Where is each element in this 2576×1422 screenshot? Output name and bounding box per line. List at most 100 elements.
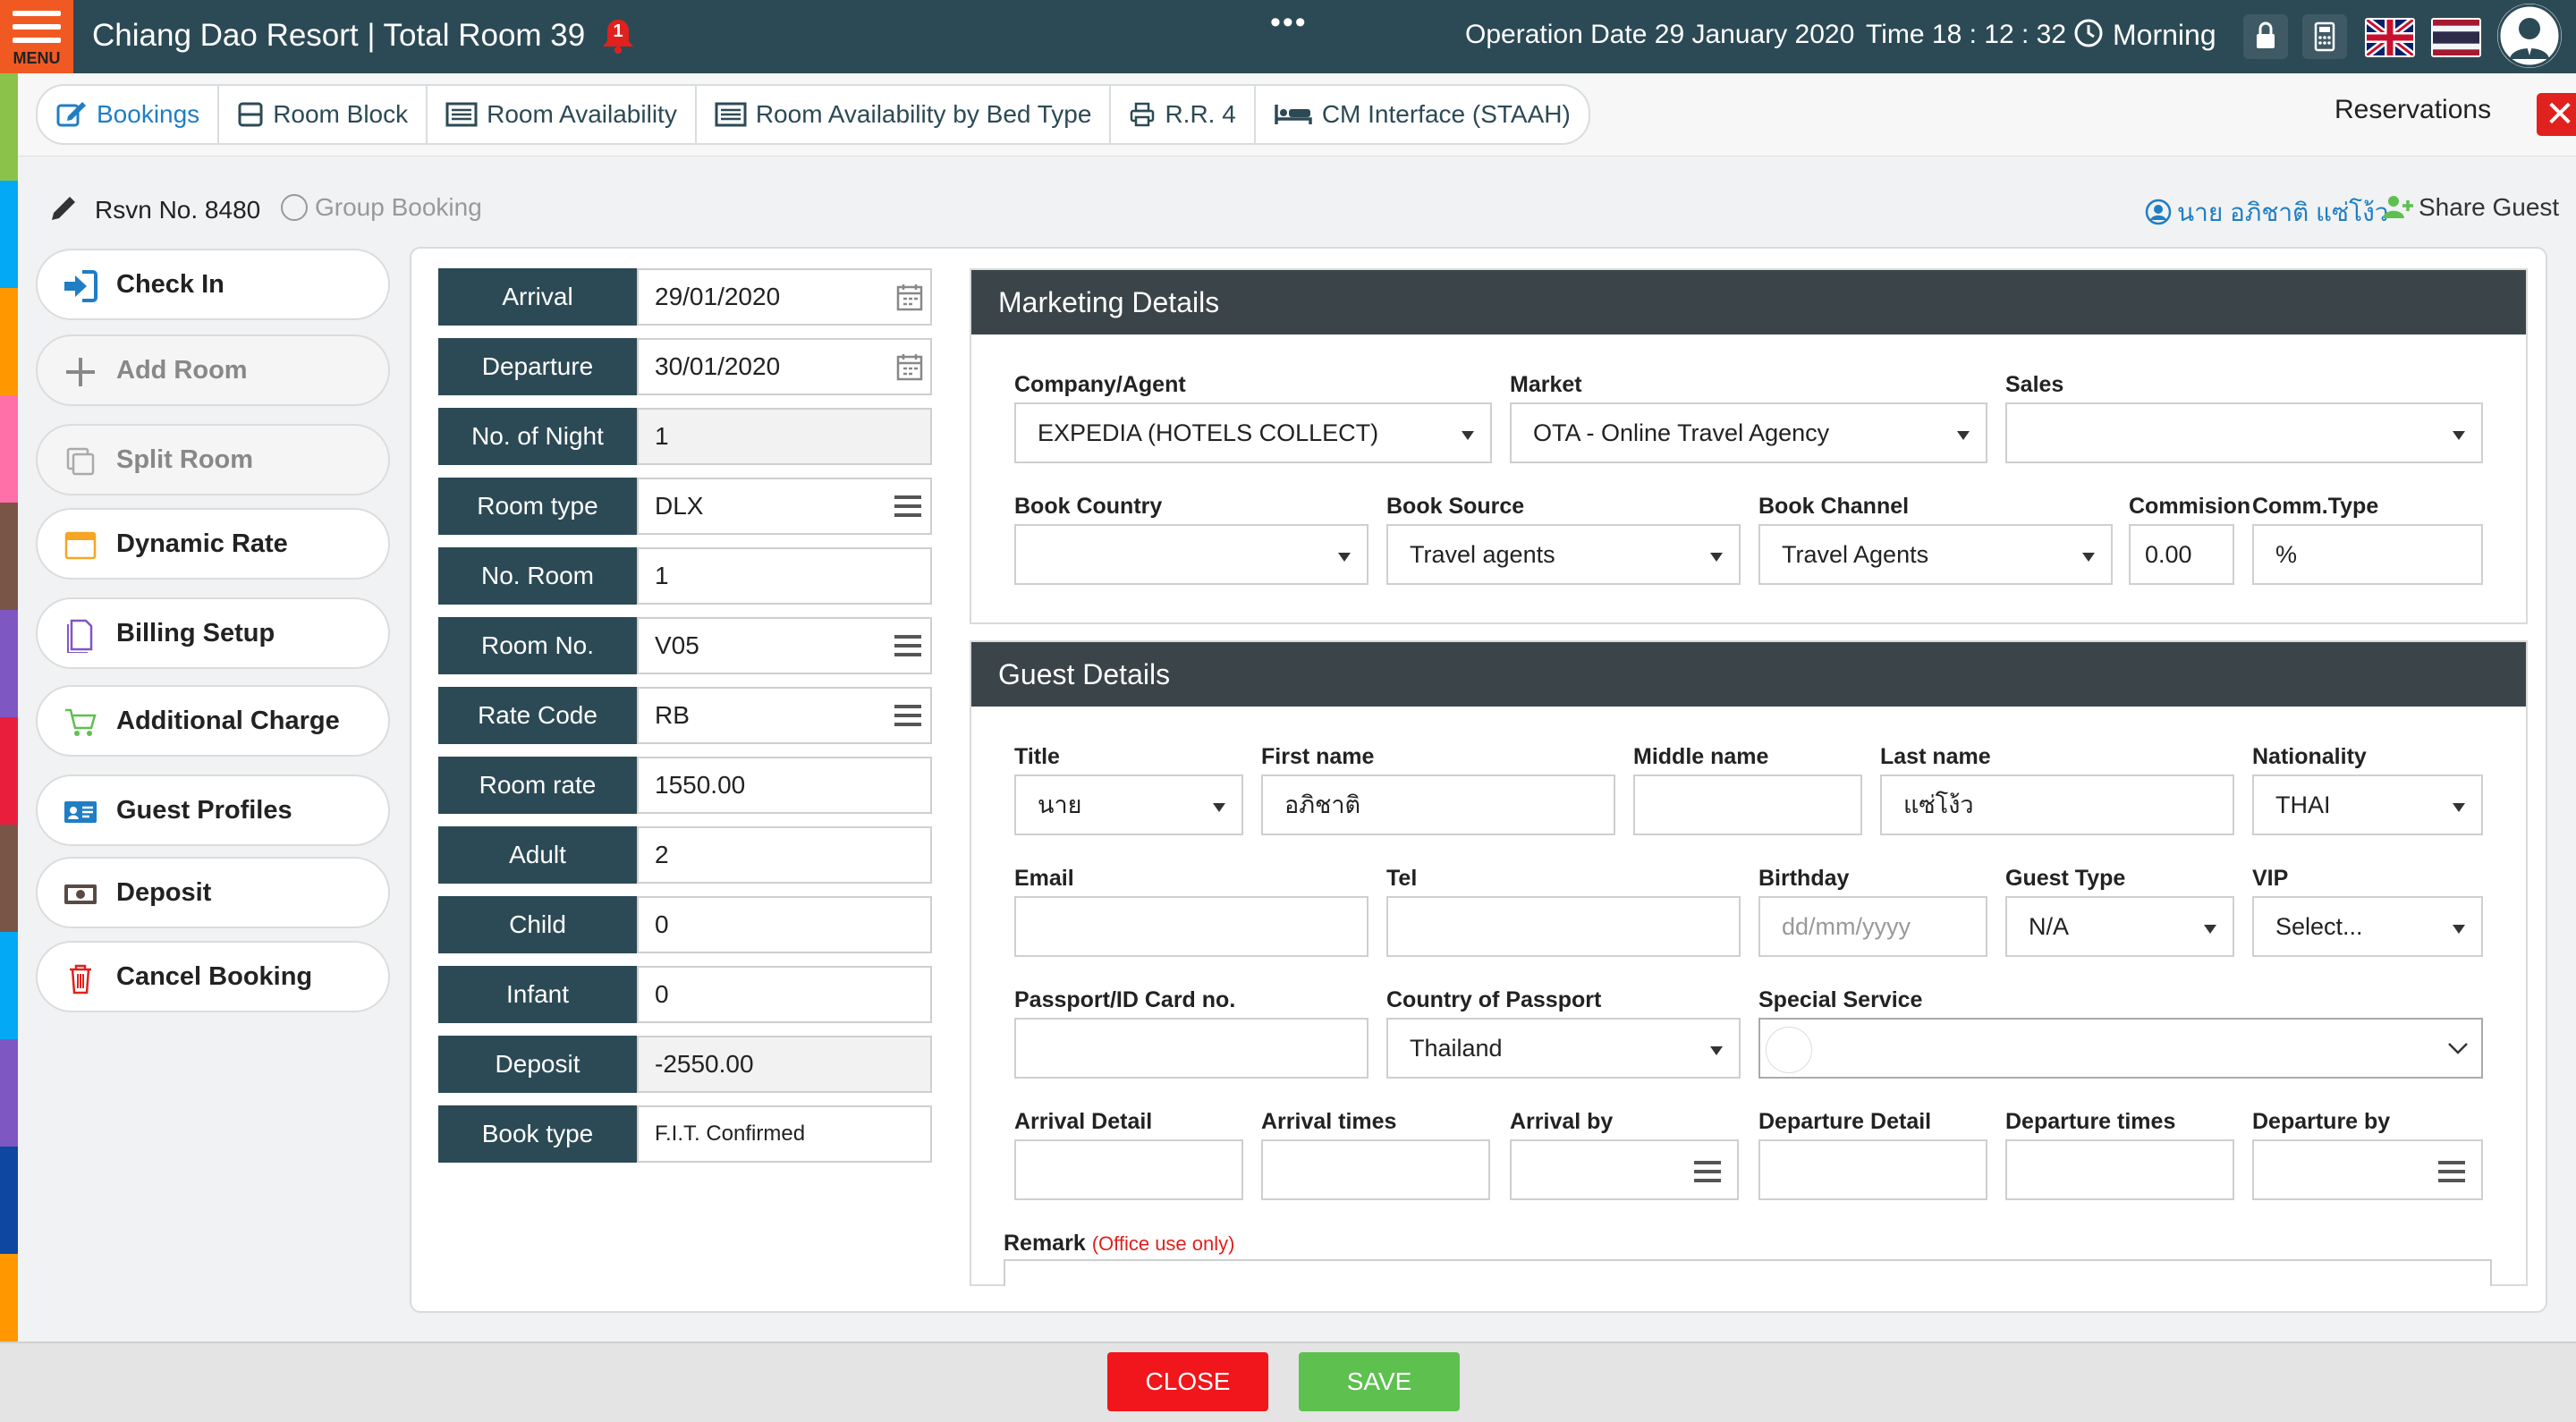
user-avatar[interactable] — [2497, 4, 2562, 68]
departure-detail-input[interactable] — [1758, 1139, 1987, 1200]
arrival-by-input[interactable] — [1510, 1139, 1739, 1200]
room-type-input[interactable]: DLX — [637, 478, 932, 535]
comm-type-input[interactable]: % — [2252, 524, 2483, 585]
calendar-icon[interactable] — [896, 283, 923, 311]
list-menu-icon[interactable] — [2436, 1159, 2467, 1184]
add-room-button[interactable]: Add Room — [36, 334, 390, 406]
tab-room-availability[interactable]: Room Availability — [428, 86, 697, 143]
menu-button[interactable]: MENU — [0, 0, 73, 73]
book-type-input[interactable]: F.I.T. Confirmed — [637, 1105, 932, 1163]
guest-type-select[interactable]: N/A — [2005, 896, 2234, 957]
list-menu-icon[interactable] — [893, 492, 923, 521]
vip-select[interactable]: Select... — [2252, 896, 2483, 957]
tab-cm-interface[interactable]: CM Interface (STAAH) — [1256, 86, 1589, 143]
list-menu-icon[interactable] — [1692, 1159, 1723, 1184]
printer-icon — [1131, 102, 1155, 127]
clock-time: Time 18 : 12 : 32 — [1866, 20, 2067, 49]
share-guest-label: Share Guest — [2419, 193, 2560, 221]
calculator-button[interactable] — [2302, 14, 2347, 59]
tab-rr4[interactable]: R.R. 4 — [1111, 86, 1256, 143]
tab-room-availability-bed-type[interactable]: Room Availability by Bed Type — [697, 86, 1112, 143]
toggle-knob[interactable] — [1766, 1027, 1812, 1073]
infant-input[interactable]: 0 — [637, 966, 932, 1023]
first-name-input[interactable]: อภิชาติ — [1261, 774, 1615, 835]
remark-label-text: Remark — [1004, 1231, 1086, 1256]
market-select[interactable]: OTA - Online Travel Agency — [1510, 402, 1987, 463]
guest-name-text: นาย อภิชาติ แซ่โง้ว — [2177, 199, 2389, 226]
group-booking-option[interactable]: Group Booking — [281, 193, 482, 222]
chevron-down-icon — [2448, 1043, 2468, 1054]
section-title: Reservations — [2334, 95, 2492, 124]
rate-code-input[interactable]: RB — [637, 687, 932, 744]
caret-down-icon — [1213, 803, 1225, 812]
nationality-label: Nationality — [2252, 744, 2367, 769]
notification-bell[interactable]: 1 — [601, 18, 635, 54]
middle-name-input[interactable] — [1633, 774, 1862, 835]
share-guest-button[interactable]: Share Guest — [2381, 193, 2559, 222]
last-name-label: Last name — [1880, 744, 1991, 769]
close-window-button[interactable]: ✕ — [2537, 93, 2576, 136]
uk-flag-icon[interactable] — [2365, 18, 2415, 57]
select-value: นาย — [1038, 791, 1082, 818]
tab-label: Bookings — [97, 100, 200, 128]
commission-input[interactable]: 0.00 — [2129, 524, 2234, 585]
child-input[interactable]: 0 — [637, 896, 932, 953]
book-source-select[interactable]: Travel agents — [1386, 524, 1741, 585]
sales-select[interactable] — [2005, 402, 2483, 463]
cancel-booking-button[interactable]: Cancel Booking — [36, 941, 390, 1012]
special-service-select[interactable] — [1758, 1018, 2483, 1079]
group-booking-radio[interactable] — [281, 194, 308, 221]
select-value: Select... — [2275, 913, 2363, 940]
departure-by-input[interactable] — [2252, 1139, 2483, 1200]
thai-flag-icon[interactable] — [2431, 18, 2481, 57]
departure-input[interactable]: 30/01/2020 — [637, 338, 932, 395]
lock-button[interactable] — [2243, 14, 2288, 59]
room-rate-input[interactable]: 1550.00 — [637, 757, 932, 814]
country-passport-select[interactable]: Thailand — [1386, 1018, 1741, 1079]
close-button[interactable]: CLOSE — [1107, 1352, 1268, 1411]
passport-input[interactable] — [1014, 1018, 1368, 1079]
title-select[interactable]: นาย — [1014, 774, 1243, 835]
tab-label: Room Block — [273, 100, 409, 128]
dynamic-rate-button[interactable]: Dynamic Rate — [36, 508, 390, 580]
sign-in-icon — [64, 270, 97, 302]
deposit-input: -2550.00 — [637, 1036, 932, 1093]
email-label: Email — [1014, 866, 1074, 891]
reservation-number: Rsvn No. 8480 — [48, 193, 260, 224]
book-channel-select[interactable]: Travel Agents — [1758, 524, 2113, 585]
nationality-select[interactable]: THAI — [2252, 774, 2483, 835]
last-name-input[interactable]: แซ่โง้ว — [1880, 774, 2234, 835]
select-value: N/A — [2029, 913, 2070, 940]
guest-profiles-button[interactable]: Guest Profiles — [36, 774, 390, 846]
arrival-input[interactable]: 29/01/2020 — [637, 268, 932, 326]
billing-setup-button[interactable]: Billing Setup — [36, 597, 390, 669]
bell-icon — [603, 20, 633, 54]
arrival-detail-input[interactable] — [1014, 1139, 1243, 1200]
departure-times-input[interactable] — [2005, 1139, 2234, 1200]
list-menu-icon[interactable] — [893, 631, 923, 660]
tab-room-block[interactable]: Room Block — [219, 86, 428, 143]
book-country-select[interactable] — [1014, 524, 1368, 585]
list-menu-icon[interactable] — [893, 701, 923, 730]
tel-input[interactable] — [1386, 896, 1741, 957]
room-no-input[interactable]: V05 — [637, 617, 932, 674]
save-button[interactable]: SAVE — [1299, 1352, 1460, 1411]
arrival-detail-label: Arrival Detail — [1014, 1109, 1153, 1134]
adult-input[interactable]: 2 — [637, 826, 932, 884]
tab-bookings[interactable]: Bookings — [38, 86, 220, 143]
email-input[interactable] — [1014, 896, 1368, 957]
split-room-button[interactable]: Split Room — [36, 424, 390, 495]
remark-textarea[interactable] — [1004, 1259, 2492, 1286]
no-room-input[interactable]: 1 — [637, 547, 932, 605]
more-options[interactable]: ••• — [1270, 5, 1308, 39]
market-label: Market — [1510, 372, 1582, 397]
arrival-times-input[interactable] — [1261, 1139, 1490, 1200]
birthday-input[interactable]: dd/mm/yyyy — [1758, 896, 1987, 957]
deposit-button[interactable]: Deposit — [36, 857, 390, 928]
additional-charge-button[interactable]: Additional Charge — [36, 685, 390, 757]
company-agent-select[interactable]: EXPEDIA (HOTELS COLLECT) — [1014, 402, 1492, 463]
check-in-button[interactable]: Check In — [36, 249, 390, 320]
guest-name-link[interactable]: นาย อภิชาติ แซ่โง้ว — [2145, 193, 2389, 233]
shift-indicator[interactable]: Morning — [2073, 18, 2216, 52]
calendar-icon[interactable] — [896, 352, 923, 381]
